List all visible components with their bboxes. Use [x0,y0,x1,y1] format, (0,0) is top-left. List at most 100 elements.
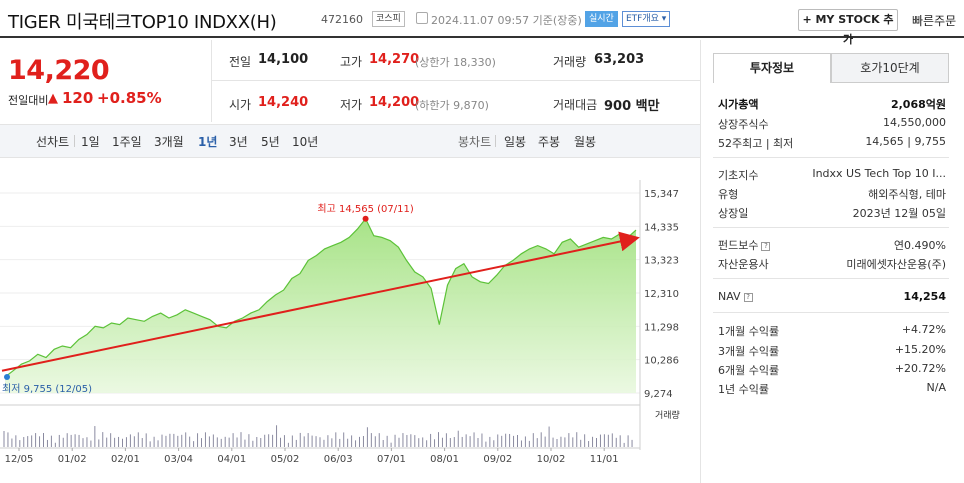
low-label: 저가 [340,98,363,112]
nav-label: NAV [718,290,741,303]
candle-chart-label: 봉차트 [458,135,492,149]
divider [495,135,496,147]
divider [713,157,949,158]
period-1y[interactable]: 1년 [198,135,218,149]
period-3m[interactable]: 3개월 [154,135,184,149]
divider [713,278,949,279]
high-marker [362,215,369,222]
y-tick-label: 12,310 [644,289,679,300]
trade-value: 900 백만 [604,99,660,114]
period-toolbar [0,124,700,158]
tab-orderbook-10[interactable]: 호가10단계 [831,53,949,83]
divider [713,227,949,228]
y-tick-label: 13,323 [644,256,679,267]
y-tick-label: 15,347 [644,189,679,200]
upper-limit: (상한가 18,330) [415,56,496,69]
tab-investment-info[interactable]: 투자정보 [713,53,831,83]
info-label: 3개월 수익률 [718,345,780,358]
price-chart[interactable]: 최고 14,565 (07/11) 최저 9,755 (12/05) 15,34… [0,160,700,480]
quick-order-link[interactable]: 빠른주문 [912,14,957,28]
info-label: 6개월 수익률 [718,364,780,377]
info-label: 펀드보수? [718,237,771,253]
info-label: 52주최고 | 최저 [718,137,794,150]
info-label: 자산운용사 [718,258,769,271]
y-tick-label: 10,286 [644,356,679,367]
info-label: 유형 [718,188,739,201]
x-axis: 12/05 01/02 02/01 03/04 04/01 05/02 06/03 07/01… [5,448,619,465]
trend-arrow [1,231,640,372]
info-value: 14,550,000 [883,116,946,129]
period-1d[interactable]: 1일 [81,135,100,149]
period-5y[interactable]: 5년 [261,135,280,149]
help-icon[interactable]: ? [743,293,753,302]
help-icon[interactable]: ? [761,242,771,251]
x-tick-label: 07/01 [377,454,406,465]
info-label: 기초지수 [718,169,759,182]
volume-label: 거래량 [655,409,680,421]
volume-value: 63,203 [594,52,645,67]
line-chart-label: 선차트 [36,135,70,149]
lower-limit: (하한가 9,870) [415,99,489,112]
divider [700,40,701,483]
info-label: 상장주식수 [718,118,769,131]
x-tick-label: 08/01 [430,454,459,465]
trade-value-label: 거래대금 [553,98,598,112]
x-tick-label: 04/01 [217,454,246,465]
divider [211,80,700,81]
open-label: 시가 [229,98,252,112]
high-value: 14,270 [369,52,420,67]
info-value: 미래에셋자산운용(주) [846,258,946,271]
period-3y[interactable]: 3년 [229,135,248,149]
price-line [4,217,637,378]
up-arrow-icon: ▲ [48,91,58,106]
high-label: 고가 [340,55,363,69]
return-1y: N/A [926,381,946,394]
market-badge: 코스피 [372,11,405,27]
info-label: 1개월 수익률 [718,325,780,338]
return-6m: +20.72% [894,362,946,375]
period-10y[interactable]: 10년 [292,135,319,149]
calendar-icon [416,12,428,24]
x-tick-label: 09/02 [483,454,512,465]
candle-weekly[interactable]: 주봉 [538,135,561,149]
etf-overview-dropdown[interactable]: ETF개요 ▾ [622,11,671,27]
price-area [5,218,636,393]
current-price: 14,220 [8,55,110,86]
return-1m: +4.72% [901,323,946,336]
low-value: 14,200 [369,95,420,110]
info-value: 2,068억원 [890,98,946,111]
prev-close-value: 14,100 [258,52,309,67]
change-percent: +0.85% [97,89,162,107]
high-label: 최고 14,565 (07/11) [317,203,413,215]
nav-value: 14,254 [903,290,946,303]
candle-daily[interactable]: 일봉 [504,135,527,149]
divider [211,40,212,122]
prev-close-label: 전일 [229,55,252,69]
info-value: 14,565 | 9,755 [865,135,946,148]
x-tick-label: 01/02 [58,454,87,465]
x-tick-label: 02/01 [111,454,140,465]
info-label: 시가총액 [718,98,759,111]
info-label: 상장일 [718,207,749,220]
divider [713,312,949,313]
x-tick-label: 10/02 [537,454,566,465]
ticker-code: 472160 [321,13,363,26]
volume-label: 거래량 [553,55,587,69]
info-value: 2023년 12월 05일 [852,207,946,220]
y-tick-label: 14,335 [644,222,679,233]
change-label: 전일대비 [8,94,49,107]
realtime-badge[interactable]: 실시간 [585,11,618,27]
info-label: NAV? [718,290,753,303]
y-axis: 15,347 14,335 13,323 12,310 11,298 10,286 9,27… [644,189,679,400]
etf-title: TIGER 미국테크TOP10 INDXX(H) [8,12,277,33]
add-mystock-button[interactable]: + MY STOCK 추가 [798,9,898,46]
return-3m: +15.20% [894,343,946,356]
low-marker [4,373,10,380]
x-tick-label: 12/05 [5,454,34,465]
period-1w[interactable]: 1주일 [112,135,142,149]
divider [74,135,75,147]
x-tick-label: 11/01 [590,454,619,465]
x-tick-label: 06/03 [324,454,353,465]
info-label: 1년 수익률 [718,383,769,396]
candle-monthly[interactable]: 월봉 [574,135,597,149]
